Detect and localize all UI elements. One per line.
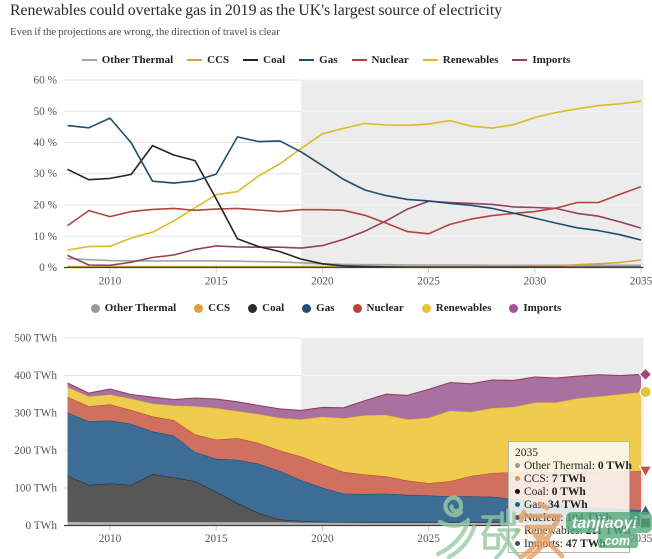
svg-text:50 %: 50 % (33, 106, 57, 118)
svg-text:20 %: 20 % (33, 200, 57, 212)
svg-text:0 %: 0 % (39, 262, 57, 274)
svg-text:300 TWh: 300 TWh (14, 408, 57, 420)
svg-text:40 %: 40 % (33, 137, 57, 149)
svg-text:tanjiaoyi: tanjiaoyi (572, 515, 637, 532)
svg-text:2010: 2010 (99, 276, 122, 288)
svg-text:2030: 2030 (524, 276, 547, 288)
svg-text:10 %: 10 % (33, 231, 57, 243)
svg-text:.com: .com (601, 534, 630, 548)
svg-text:0 TWh: 0 TWh (26, 520, 58, 532)
svg-text:2015: 2015 (205, 276, 228, 288)
svg-text:2010: 2010 (99, 533, 122, 545)
svg-text:400 TWh: 400 TWh (14, 370, 57, 382)
svg-text:2025: 2025 (417, 276, 440, 288)
svg-text:2015: 2015 (205, 533, 228, 545)
svg-text:2025: 2025 (417, 533, 440, 545)
svg-text:2020: 2020 (311, 276, 334, 288)
svg-text:2020: 2020 (311, 533, 334, 545)
svg-text:500 TWh: 500 TWh (14, 333, 57, 345)
svg-text:2035: 2035 (630, 276, 652, 288)
svg-text:30 %: 30 % (33, 168, 57, 180)
svg-text:100 TWh: 100 TWh (14, 483, 57, 495)
svg-text:200 TWh: 200 TWh (14, 445, 57, 457)
svg-text:60 %: 60 % (33, 75, 57, 87)
